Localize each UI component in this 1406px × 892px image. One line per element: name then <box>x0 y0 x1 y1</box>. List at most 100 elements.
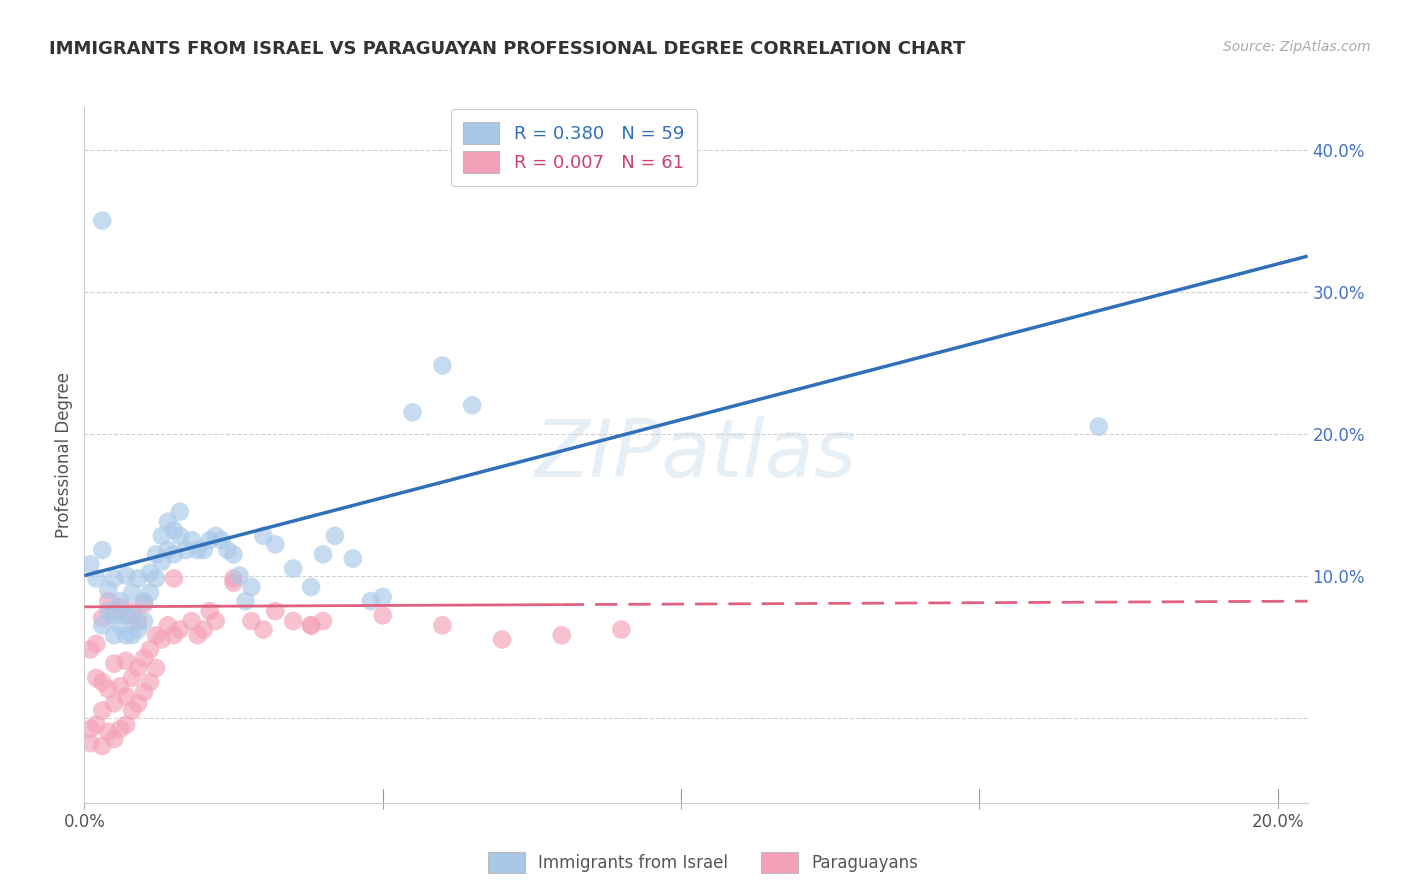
Point <box>108 722 131 736</box>
Point <box>115 628 138 642</box>
Point <box>115 717 138 731</box>
Point <box>121 628 143 642</box>
Point <box>132 651 155 665</box>
Point <box>235 594 257 608</box>
Point <box>222 571 245 585</box>
Point <box>240 580 263 594</box>
Point <box>115 608 138 623</box>
Point <box>121 585 143 599</box>
Point <box>79 558 101 572</box>
Point <box>156 515 179 529</box>
Point <box>127 661 149 675</box>
Point <box>103 608 125 623</box>
Point <box>198 533 221 548</box>
Point <box>551 628 574 642</box>
Point <box>115 608 138 623</box>
Point <box>312 547 335 561</box>
Point <box>84 637 107 651</box>
Point <box>103 657 125 671</box>
Legend: R = 0.380   N = 59, R = 0.007   N = 61: R = 0.380 N = 59, R = 0.007 N = 61 <box>450 109 697 186</box>
Point <box>299 618 322 632</box>
Point <box>108 599 131 614</box>
Point <box>150 632 173 647</box>
Point <box>91 675 114 690</box>
Point <box>371 608 394 623</box>
Point <box>163 523 186 537</box>
Point <box>163 628 186 642</box>
Point <box>97 724 120 739</box>
Point <box>145 547 167 561</box>
Point <box>132 597 155 611</box>
Point <box>121 704 143 718</box>
Point <box>145 661 167 675</box>
Point <box>115 568 138 582</box>
Point <box>145 628 167 642</box>
Text: Source: ZipAtlas.com: Source: ZipAtlas.com <box>1223 40 1371 54</box>
Point <box>150 554 173 568</box>
Point <box>121 608 143 623</box>
Point <box>103 731 125 746</box>
Point <box>145 571 167 585</box>
Point <box>97 604 120 618</box>
Point <box>432 618 454 632</box>
Legend: Immigrants from Israel, Paraguayans: Immigrants from Israel, Paraguayans <box>481 846 925 880</box>
Point <box>103 628 125 642</box>
Point <box>240 614 263 628</box>
Point <box>91 543 114 558</box>
Point <box>283 614 305 628</box>
Point <box>121 604 143 618</box>
Point <box>156 618 179 632</box>
Point <box>97 682 120 697</box>
Point <box>91 704 114 718</box>
Text: ZIPatlas: ZIPatlas <box>534 416 858 494</box>
Point <box>139 642 162 657</box>
Point <box>610 623 633 637</box>
Point <box>97 582 120 597</box>
Point <box>150 529 173 543</box>
Point <box>228 568 250 582</box>
Point <box>217 543 239 558</box>
Point <box>461 398 484 412</box>
Point <box>169 529 191 543</box>
Point <box>1087 419 1109 434</box>
Point <box>180 533 202 548</box>
Point <box>187 543 209 558</box>
Point <box>204 529 226 543</box>
Point <box>127 614 149 628</box>
Text: IMMIGRANTS FROM ISRAEL VS PARAGUAYAN PROFESSIONAL DEGREE CORRELATION CHART: IMMIGRANTS FROM ISRAEL VS PARAGUAYAN PRO… <box>49 40 966 58</box>
Point <box>127 571 149 585</box>
Point <box>139 585 162 599</box>
Point <box>108 618 131 632</box>
Point <box>342 551 364 566</box>
Point <box>108 594 131 608</box>
Point <box>91 618 114 632</box>
Point <box>169 623 191 637</box>
Point <box>204 614 226 628</box>
Point <box>264 537 287 551</box>
Point <box>283 561 305 575</box>
Point <box>103 604 125 618</box>
Point <box>115 690 138 704</box>
Y-axis label: Professional Degree: Professional Degree <box>55 372 73 538</box>
Point <box>222 547 245 561</box>
Point <box>103 697 125 711</box>
Point <box>163 571 186 585</box>
Point <box>432 359 454 373</box>
Point <box>169 505 191 519</box>
Point <box>323 529 346 543</box>
Point <box>132 614 155 628</box>
Point <box>180 614 202 628</box>
Point <box>79 642 101 657</box>
Point <box>127 697 149 711</box>
Point <box>84 671 107 685</box>
Point <box>193 543 215 558</box>
Point <box>491 632 513 647</box>
Point <box>139 675 162 690</box>
Point <box>252 529 274 543</box>
Point <box>211 533 233 548</box>
Point <box>121 671 143 685</box>
Point <box>174 543 197 558</box>
Point <box>299 618 322 632</box>
Point <box>252 623 274 637</box>
Point <box>198 604 221 618</box>
